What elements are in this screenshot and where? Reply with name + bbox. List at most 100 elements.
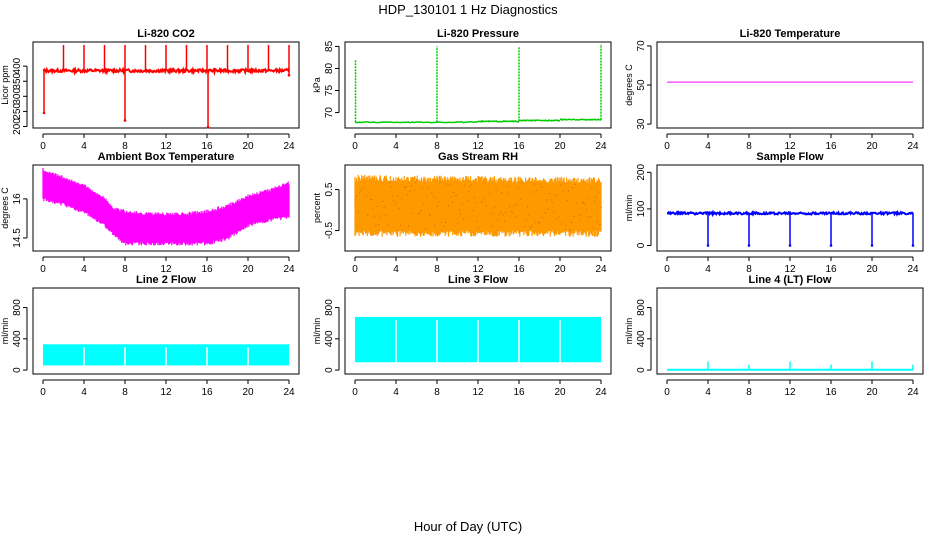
y-tick-label: 400 bbox=[12, 330, 23, 347]
plot-frame bbox=[656, 164, 924, 252]
x-tick-label: 20 bbox=[242, 264, 254, 275]
x-tick-label: 20 bbox=[866, 141, 878, 152]
x-tick-label: 4 bbox=[705, 387, 711, 398]
x-tick-label: 8 bbox=[434, 387, 440, 398]
series-line4 bbox=[667, 361, 914, 371]
spike-point bbox=[829, 244, 833, 247]
panel-pressure: Li-820 Pressure 0 4 8 12 16 20 24 70 75 80 85 kPa bbox=[312, 28, 612, 152]
x-tick-label: 24 bbox=[907, 264, 919, 275]
x-tick-label: 4 bbox=[81, 141, 87, 152]
x-tick-label: 12 bbox=[784, 387, 796, 398]
plot-frame bbox=[656, 287, 924, 375]
panel-title: Line 2 Flow bbox=[136, 274, 196, 286]
y-tick-label: 250 bbox=[12, 103, 23, 120]
x-tick-label: 20 bbox=[242, 141, 254, 152]
y-tick-label: 400 bbox=[324, 330, 335, 347]
x-tick-label: 0 bbox=[664, 264, 670, 275]
series-pressure bbox=[354, 44, 602, 124]
spike-point bbox=[706, 244, 710, 247]
y-tick-label: 75 bbox=[324, 85, 335, 97]
spike-point bbox=[870, 244, 874, 247]
panel-co2: Li-820 CO2 0 4 8 12 16 20 24 200250300350400Lico… bbox=[0, 28, 300, 152]
y-tick-label: 800 bbox=[12, 299, 23, 316]
y-tick-label: 400 bbox=[636, 330, 647, 347]
x-tick-label: 12 bbox=[784, 264, 796, 275]
y-tick-label: 400 bbox=[12, 57, 23, 74]
y-tick-label: 0 bbox=[12, 367, 23, 373]
x-tick-label: 24 bbox=[595, 264, 607, 275]
x-tick-label: 8 bbox=[746, 264, 752, 275]
x-tick-label: 20 bbox=[554, 387, 566, 398]
y-axis-label: percent bbox=[312, 192, 322, 223]
x-tick-label: 8 bbox=[122, 141, 128, 152]
y-tick-label: 200 bbox=[636, 164, 647, 181]
x-tick-label: 12 bbox=[472, 387, 484, 398]
spike-point bbox=[287, 73, 291, 77]
y-tick-label: 50 bbox=[636, 79, 647, 91]
x-tick-label: 12 bbox=[160, 387, 172, 398]
y-axis-label: Licor ppm bbox=[0, 65, 10, 105]
y-tick-label: 14.5 bbox=[12, 228, 23, 248]
baseline-segment bbox=[354, 121, 479, 124]
panel-title: Ambient Box Temperature bbox=[98, 151, 235, 163]
spike-point bbox=[911, 244, 915, 247]
y-tick-label: 70 bbox=[324, 107, 335, 119]
baseline-segment bbox=[518, 119, 561, 122]
y-tick-label: 800 bbox=[636, 299, 647, 316]
spike-point bbox=[123, 119, 127, 122]
plot-frame bbox=[344, 41, 612, 129]
plot-frame bbox=[32, 164, 300, 252]
y-tick-label: 100 bbox=[636, 200, 647, 217]
y-axis-label: ml/min bbox=[624, 318, 634, 345]
y-tick-label: 300 bbox=[12, 88, 23, 105]
y-axis-label: ml/min bbox=[312, 318, 322, 345]
x-tick-label: 12 bbox=[784, 141, 796, 152]
x-tick-label: 20 bbox=[554, 141, 566, 152]
panel-title: Li-820 Pressure bbox=[437, 28, 519, 40]
x-tick-label: 24 bbox=[283, 387, 295, 398]
x-tick-label: 0 bbox=[352, 387, 358, 398]
x-tick-label: 20 bbox=[866, 387, 878, 398]
x-tick-label: 0 bbox=[664, 387, 670, 398]
spike-point bbox=[206, 125, 210, 129]
x-tick-label: 16 bbox=[201, 141, 213, 152]
x-tick-label: 8 bbox=[746, 387, 752, 398]
x-tick-label: 12 bbox=[160, 141, 172, 152]
baseline-line bbox=[666, 209, 914, 218]
x-tick-label: 4 bbox=[393, 141, 399, 152]
x-tick-label: 16 bbox=[825, 264, 837, 275]
x-tick-label: 0 bbox=[40, 264, 46, 275]
x-tick-label: 24 bbox=[595, 387, 607, 398]
plot-frame bbox=[656, 41, 924, 129]
y-tick-label: 0.5 bbox=[324, 182, 335, 196]
series-ambient bbox=[42, 168, 290, 246]
x-tick-label: 0 bbox=[352, 264, 358, 275]
y-tick-label: 85 bbox=[324, 40, 335, 52]
panel-ambient: Ambient Box Temperature 0 4 8 12 16 20 24 14.5 16… bbox=[0, 151, 300, 275]
x-tick-label: 8 bbox=[434, 141, 440, 152]
baseline-segment bbox=[477, 119, 520, 123]
y-axis-label: ml/min bbox=[624, 195, 634, 222]
plot-frame bbox=[32, 41, 300, 129]
x-tick-label: 4 bbox=[705, 264, 711, 275]
baseline-segment bbox=[559, 118, 602, 121]
x-tick-label: 16 bbox=[825, 141, 837, 152]
x-tick-label: 0 bbox=[40, 387, 46, 398]
x-tick-label: 0 bbox=[664, 141, 670, 152]
panel-title: Li-820 Temperature bbox=[740, 28, 841, 40]
x-tick-label: 4 bbox=[81, 387, 87, 398]
spike-point bbox=[42, 111, 46, 115]
y-tick-label: 350 bbox=[12, 72, 23, 89]
plot-frame bbox=[344, 287, 612, 375]
y-tick-label: 16 bbox=[12, 193, 23, 205]
y-tick-label: 80 bbox=[324, 62, 335, 74]
series-rh bbox=[354, 174, 602, 237]
x-tick-label: 24 bbox=[283, 264, 295, 275]
x-tick-label: 0 bbox=[40, 141, 46, 152]
x-tick-label: 20 bbox=[242, 387, 254, 398]
x-tick-label: 8 bbox=[746, 141, 752, 152]
y-tick-label: 70 bbox=[636, 40, 647, 52]
envelope-texture bbox=[355, 179, 602, 233]
